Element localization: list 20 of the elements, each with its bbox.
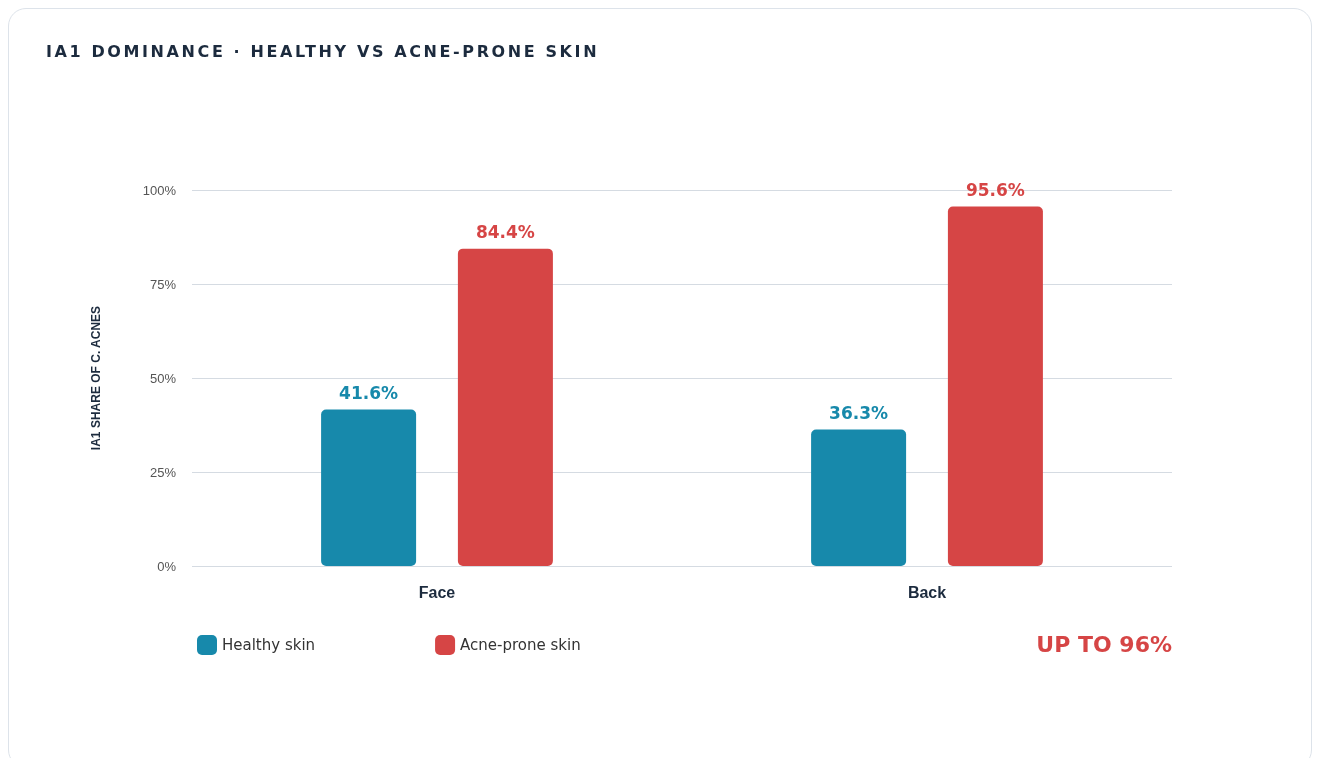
bar [321, 409, 417, 566]
legend-label: Healthy skin [222, 636, 316, 654]
y-tick-label: 75% [149, 276, 177, 292]
chart-title: IA1 DOMINANCE · HEALTHY VS ACNE-PRONE SKIN [46, 42, 600, 61]
data-label: 95.6% [965, 180, 1025, 201]
data-label: 41.6% [339, 383, 399, 404]
bar [947, 206, 1043, 566]
data-label: 36.3% [829, 403, 889, 424]
y-axis-title: IA1 SHARE OF C. ACNES [89, 305, 103, 451]
text: UP TO 96% [1036, 632, 1172, 657]
legend-label: Acne-prone skin [460, 636, 581, 654]
bar [457, 248, 553, 566]
y-tick-label: 50% [149, 370, 177, 386]
y-tick-label: 25% [149, 464, 177, 480]
x-tick-label: Back [907, 583, 947, 601]
y-tick-label: 100% [142, 182, 177, 198]
y-tick-label: 0% [157, 558, 177, 574]
data-label: 84.4% [475, 222, 535, 243]
x-tick-label: Face [418, 583, 456, 601]
bar [811, 429, 907, 566]
